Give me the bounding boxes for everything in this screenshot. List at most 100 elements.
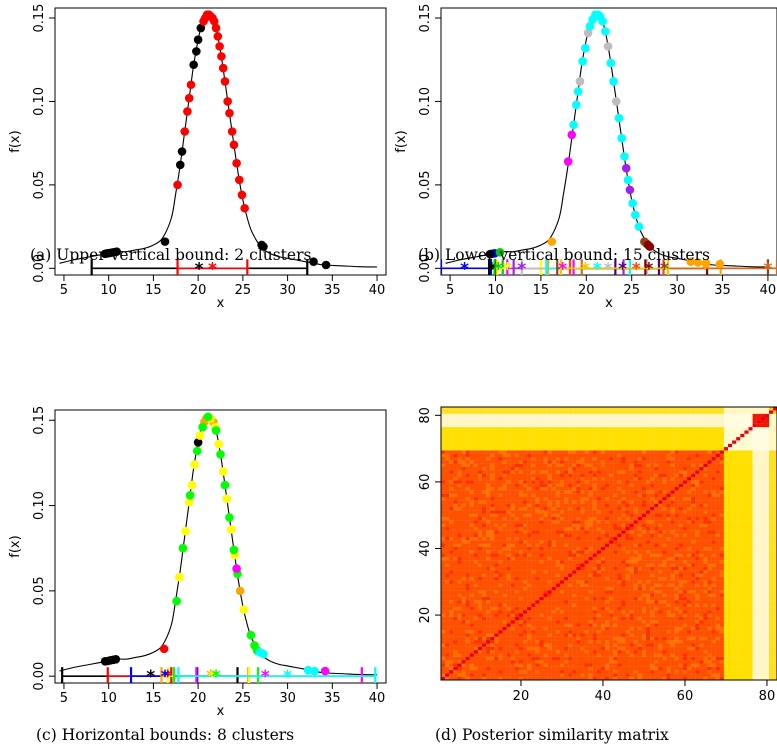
heatmap-cell bbox=[547, 630, 552, 634]
heatmap-cell bbox=[670, 590, 675, 594]
heatmap-cell bbox=[551, 480, 556, 484]
heatmap-cell bbox=[539, 566, 544, 571]
heatmap-cell bbox=[449, 440, 454, 444]
heatmap-cell bbox=[535, 643, 540, 647]
heatmap-cell bbox=[559, 536, 565, 541]
heatmap-cell bbox=[498, 486, 503, 491]
heatmap-cell bbox=[555, 620, 561, 624]
heatmap-cell bbox=[543, 426, 548, 431]
heatmap-cell bbox=[596, 666, 602, 671]
heatmap-cell bbox=[662, 506, 667, 511]
heatmap-cell bbox=[465, 423, 470, 428]
heatmap-cell bbox=[449, 410, 454, 414]
heatmap-cell bbox=[543, 506, 548, 511]
heatmap-cell bbox=[609, 586, 614, 591]
heatmap-cell bbox=[564, 673, 569, 677]
heatmap-cell bbox=[625, 440, 630, 444]
heatmap-cell bbox=[449, 670, 454, 674]
heatmap-cell bbox=[486, 436, 491, 441]
heatmap-cell bbox=[543, 526, 548, 531]
heatmap-cell bbox=[531, 640, 536, 644]
heatmap-cell bbox=[559, 546, 565, 551]
heatmap-cell bbox=[486, 413, 491, 418]
heatmap-cell bbox=[518, 536, 524, 541]
heatmap-cell bbox=[633, 410, 638, 414]
heatmap-cell bbox=[592, 676, 597, 680]
heatmap-cell bbox=[498, 610, 503, 614]
heatmap-cell bbox=[592, 496, 597, 501]
heatmap-cell bbox=[486, 540, 491, 544]
heatmap-cell bbox=[592, 626, 597, 631]
heatmap-cell bbox=[531, 450, 536, 454]
heatmap-cell bbox=[465, 626, 470, 631]
heatmap-cell bbox=[605, 616, 610, 621]
heatmap-cell bbox=[477, 470, 483, 474]
heatmap-cell bbox=[621, 610, 626, 614]
heatmap-cell bbox=[588, 570, 593, 574]
heatmap-cell bbox=[584, 596, 589, 601]
heatmap-cell bbox=[547, 613, 552, 617]
heatmap-cell bbox=[613, 666, 618, 671]
heatmap-cell bbox=[482, 590, 487, 594]
heatmap-cell bbox=[477, 563, 483, 567]
plot-area: * * bbox=[59, 10, 378, 275]
heatmap-cell bbox=[588, 496, 593, 501]
heatmap-cell bbox=[445, 460, 450, 464]
heatmap-cell bbox=[568, 626, 573, 631]
heatmap-cell bbox=[625, 423, 630, 428]
heatmap-cell bbox=[666, 596, 671, 601]
heatmap-cell bbox=[662, 453, 667, 458]
heatmap-cell bbox=[523, 540, 528, 544]
heatmap-cell bbox=[523, 456, 528, 461]
heatmap-cell bbox=[572, 586, 577, 591]
heatmap-cell bbox=[449, 483, 454, 488]
heatmap-cell bbox=[461, 446, 466, 451]
heatmap-cell bbox=[502, 423, 507, 428]
heatmap-cell bbox=[543, 573, 548, 577]
heatmap-cell bbox=[539, 546, 544, 551]
heatmap-cell bbox=[510, 436, 515, 441]
heatmap-cell bbox=[613, 660, 618, 664]
heatmap-cell bbox=[535, 496, 540, 501]
heatmap-cell bbox=[609, 600, 614, 604]
heatmap-cell bbox=[633, 463, 638, 468]
heatmap-cell bbox=[490, 443, 495, 448]
heatmap-cell bbox=[457, 556, 462, 561]
heatmap-cell bbox=[633, 646, 638, 651]
heatmap-cell bbox=[654, 633, 659, 637]
heatmap-cell bbox=[564, 420, 569, 424]
heatmap-cell bbox=[658, 623, 663, 627]
heatmap-cell bbox=[547, 570, 552, 574]
heatmap-cell bbox=[641, 416, 647, 421]
heatmap-cell bbox=[535, 566, 540, 571]
heatmap-cell bbox=[473, 423, 479, 428]
heatmap-cell bbox=[613, 466, 618, 471]
heatmap-cell bbox=[572, 426, 577, 431]
heatmap-cell bbox=[465, 510, 470, 514]
heatmap-cell bbox=[527, 500, 532, 504]
heatmap-cell bbox=[629, 623, 634, 627]
heatmap-cell bbox=[523, 570, 528, 574]
heatmap-cell bbox=[621, 616, 626, 621]
heatmap-cell bbox=[510, 606, 515, 611]
heatmap-cell bbox=[535, 426, 540, 431]
heatmap-cell bbox=[502, 426, 507, 431]
heatmap-cell bbox=[506, 593, 511, 597]
heatmap-cell bbox=[666, 516, 671, 521]
heatmap-cell bbox=[629, 516, 634, 521]
heatmap-cell bbox=[490, 503, 495, 508]
heatmap-cell bbox=[584, 653, 589, 657]
heatmap-cell bbox=[584, 523, 589, 528]
cluster-estimate-star: * bbox=[503, 259, 512, 279]
heatmap-cell bbox=[658, 553, 663, 557]
heatmap-cell bbox=[572, 616, 577, 621]
heatmap-cell bbox=[670, 583, 675, 587]
heatmap-cell bbox=[445, 436, 450, 441]
heatmap-cell bbox=[629, 606, 634, 611]
heatmap-cell bbox=[514, 586, 520, 591]
heatmap-cell bbox=[605, 650, 610, 654]
heatmap-cell bbox=[576, 636, 581, 641]
heatmap-cell bbox=[514, 656, 520, 661]
heatmap-cell bbox=[449, 486, 454, 491]
heatmap-cell bbox=[637, 430, 643, 434]
